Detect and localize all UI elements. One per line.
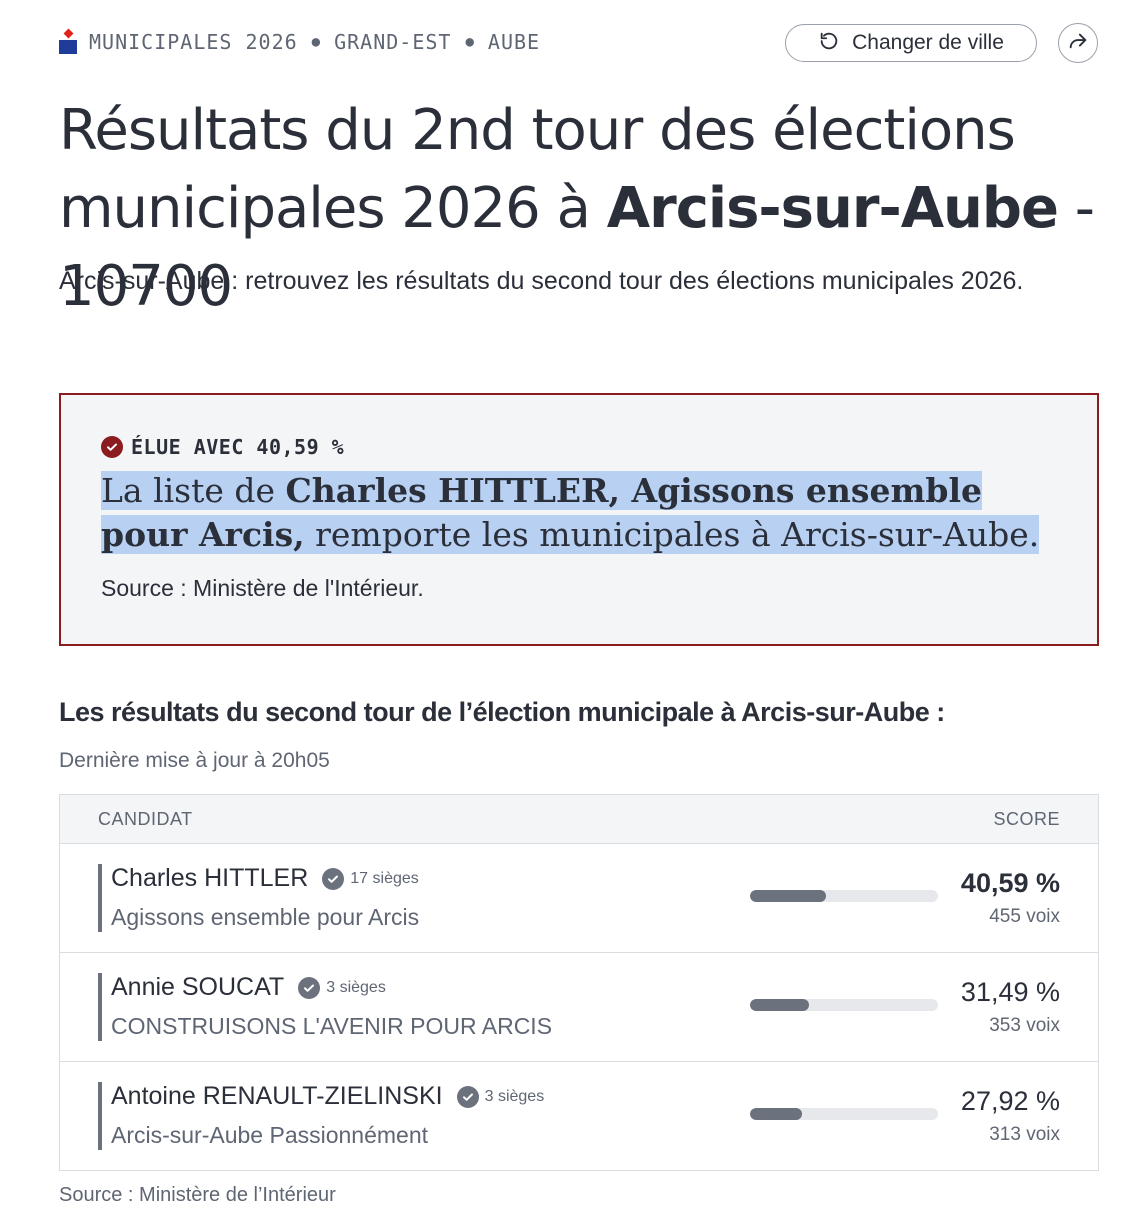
column-header-score: SCORE — [993, 809, 1060, 829]
check-circle-icon — [298, 976, 321, 999]
intro-text: Arcis-sur-Aube : retrouvez les résultats… — [59, 267, 1024, 295]
winner-sentence: La liste de Charles HITTLER, Agissons en… — [101, 471, 1040, 554]
candidate-name: Antoine RENAULT-ZIELINSKI — [111, 1082, 443, 1110]
page-title: Résultats du 2nd tour des élections muni… — [59, 98, 1095, 319]
ballot-box-logo-icon — [59, 28, 77, 54]
row-accent-bar — [98, 864, 102, 932]
candidate-list-name: Arcis-sur-Aube Passionnément — [111, 1122, 429, 1148]
winner-box: ÉLUE AVEC 40,59 % La liste de Charles HI… — [59, 393, 1099, 646]
score-bar — [750, 1108, 938, 1120]
candidate-seats: 3 sièges — [326, 978, 386, 996]
breadcrumb-item-elections[interactable]: MUNICIPALES 2026 — [89, 30, 298, 54]
page-title-city: Arcis-sur-Aube — [606, 176, 1059, 241]
candidate-seats: 3 sièges — [484, 1087, 545, 1105]
score-bar-fill — [750, 999, 810, 1011]
candidate-list-name: Agissons ensemble pour Arcis — [111, 904, 420, 930]
winner-source: Source : Ministère de l'Intérieur. — [101, 575, 424, 601]
refresh-icon — [818, 30, 840, 57]
row-accent-bar — [98, 1082, 102, 1150]
breadcrumb-item-department[interactable]: AUBE — [487, 30, 541, 54]
table-header: CANDIDAT SCORE — [60, 795, 1098, 844]
breadcrumb: MUNICIPALES 2026 ● GRAND-EST ● AUBE — [59, 28, 541, 54]
breadcrumb-item-region[interactable]: GRAND-EST — [334, 30, 452, 54]
elected-badge-text: ÉLUE AVEC 40,59 % — [131, 435, 345, 459]
share-button[interactable] — [1058, 23, 1098, 63]
last-updated: Dernière mise à jour à 20h05 — [59, 749, 330, 772]
breadcrumb-separator: ● — [465, 34, 474, 50]
score-bar-fill — [750, 890, 827, 902]
results-source: Source : Ministère de l’Intérieur — [59, 1184, 336, 1206]
winner-name: Charles HITTLER, Agissons ensemble pour … — [101, 471, 983, 554]
table-row: Charles HITTLER 17 sièges Agissons ensem… — [60, 844, 1098, 953]
candidate-name: Charles HITTLER — [111, 864, 309, 892]
candidate-name: Annie SOUCAT — [111, 973, 285, 1001]
score-bar-fill — [750, 1108, 803, 1120]
row-accent-bar — [98, 973, 102, 1041]
top-bar: MUNICIPALES 2026 ● GRAND-EST ● AUBE Chan… — [59, 23, 1099, 63]
change-city-button[interactable]: Changer de ville — [785, 24, 1037, 62]
vote-count: 353 voix — [989, 1015, 1060, 1036]
change-city-label: Changer de ville — [852, 31, 1004, 54]
score-bar — [750, 999, 938, 1011]
vote-count: 455 voix — [989, 906, 1060, 927]
table-row: Annie SOUCAT 3 sièges CONSTRUISONS L'AVE… — [60, 953, 1098, 1062]
check-circle-icon — [322, 867, 345, 890]
candidate-list-name: CONSTRUISONS L'AVENIR POUR ARCIS — [111, 1013, 553, 1039]
elected-badge: ÉLUE AVEC 40,59 % — [101, 435, 344, 459]
check-circle-icon — [456, 1085, 479, 1108]
breadcrumb-separator: ● — [311, 34, 321, 50]
table-row: Antoine RENAULT-ZIELINSKI 3 sièges Arcis… — [60, 1062, 1098, 1170]
score-percent: 40,59 % — [960, 868, 1060, 898]
column-header-candidate: CANDIDAT — [98, 809, 193, 829]
check-circle-icon — [101, 436, 123, 458]
share-icon — [1067, 30, 1089, 57]
score-bar — [750, 890, 938, 902]
candidate-seats: 17 sièges — [350, 869, 419, 887]
results-table: CANDIDAT SCORE Charles HITTLER 17 sièges… — [59, 794, 1099, 1171]
score-percent: 27,92 % — [960, 1086, 1060, 1116]
score-percent: 31,49 % — [960, 977, 1060, 1007]
vote-count: 313 voix — [989, 1124, 1060, 1145]
results-heading: Les résultats du second tour de l’électi… — [59, 697, 945, 727]
